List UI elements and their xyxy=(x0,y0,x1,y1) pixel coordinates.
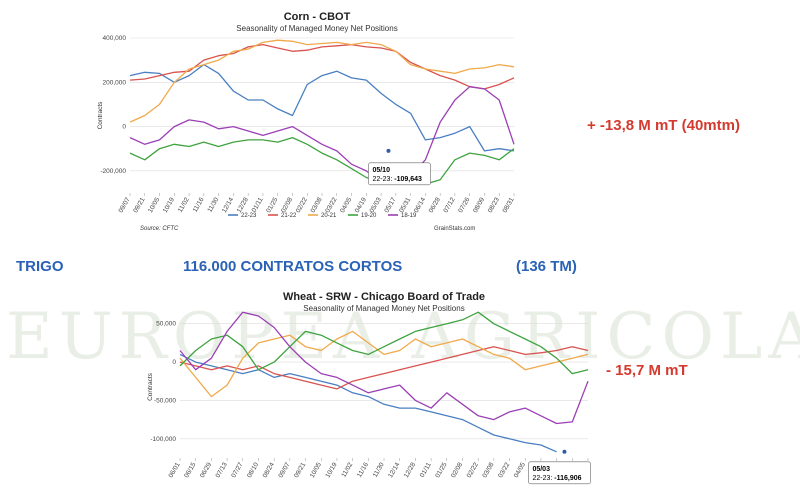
x-tick-label: 06/01 xyxy=(168,461,182,479)
y-tick-label: -100,000 xyxy=(150,436,176,443)
tonnage-label: (136 TM) xyxy=(516,258,577,275)
chart-title: Corn - CBOT xyxy=(284,11,351,23)
x-tick-label: 02/22 xyxy=(295,196,309,214)
y-tick-label: -50,000 xyxy=(154,397,176,404)
legend-label: 18-19 xyxy=(401,213,417,219)
x-tick-label: 09/07 xyxy=(277,461,291,479)
series-line-18-19 xyxy=(129,86,515,185)
series-line-20-21 xyxy=(129,39,515,123)
x-tick-label: 07/13 xyxy=(215,461,229,479)
tooltip-box xyxy=(528,461,591,485)
chart-title: Wheat - SRW - Chicago Board of Trade xyxy=(283,291,485,303)
series-line-19-20 xyxy=(179,311,589,375)
y-axis-title: Contracts xyxy=(147,372,154,401)
legend-label: 21-22 xyxy=(281,213,297,219)
x-tick-label: 09/21 xyxy=(293,461,307,479)
y-tick-label: 50,000 xyxy=(156,321,176,328)
y-tick-label: 0 xyxy=(122,124,126,131)
x-tick-label: 04/05 xyxy=(339,196,353,214)
x-tick-label: 08/23 xyxy=(487,196,501,214)
x-tick-label: 10/19 xyxy=(324,461,338,479)
x-tick-label: 01/25 xyxy=(434,461,448,479)
x-tick-label: 11/16 xyxy=(356,461,370,479)
x-tick-label: 12/28 xyxy=(403,461,417,479)
y-tick-label: -200,000 xyxy=(100,168,126,175)
x-tick-label: 03/22 xyxy=(497,461,511,479)
tooltip-marker xyxy=(385,148,392,154)
chart-credit: GrainStats.com xyxy=(434,226,475,232)
x-tick-label: 12/28 xyxy=(236,196,250,214)
x-tick-label: 10/05 xyxy=(147,196,161,214)
x-tick-label: 09/21 xyxy=(132,196,146,214)
x-tick-label: 05/31 xyxy=(398,196,412,214)
x-tick-label: 03/08 xyxy=(310,196,324,214)
wheat-chart: Wheat - SRW - Chicago Board of TradeSeas… xyxy=(147,291,591,485)
x-tick-label: 02/08 xyxy=(280,196,294,214)
tooltip-marker xyxy=(561,448,568,455)
x-tick-label: 10/19 xyxy=(162,196,176,214)
legend-label: 20-21 xyxy=(321,213,337,219)
x-tick-label: 06/14 xyxy=(413,196,427,214)
x-tick-label: 09/07 xyxy=(118,196,132,214)
x-tick-label: 11/30 xyxy=(206,196,220,214)
x-tick-label: 01/11 xyxy=(251,196,265,214)
x-tick-label: 12/14 xyxy=(387,461,401,479)
series-line-22-23 xyxy=(129,63,515,152)
x-tick-label: 11/02 xyxy=(340,461,354,479)
x-tick-label: 10/05 xyxy=(309,461,323,479)
x-tick-label: 06/28 xyxy=(428,196,442,214)
x-tick-label: 05/03 xyxy=(369,196,383,214)
x-tick-label: 08/10 xyxy=(246,461,260,479)
wheat-change-note: - 15,7 M mT xyxy=(606,362,688,379)
x-tick-label: 11/16 xyxy=(192,196,206,214)
tooltip-value: 22-23: -116,906 xyxy=(532,475,581,482)
y-tick-label: 400,000 xyxy=(103,35,127,42)
x-tick-label: 04/19 xyxy=(354,196,368,214)
corn-change-note: + -13,8 M mT (40mtm) xyxy=(587,117,740,134)
y-axis-title: Contracts xyxy=(97,101,104,130)
tooltip-value: 22-23: -109,643 xyxy=(372,176,422,183)
chart-subtitle: Seasonality of Managed Money Net Positio… xyxy=(236,24,397,33)
series-line-21-22 xyxy=(179,346,589,390)
x-tick-label: 01/11 xyxy=(419,461,433,479)
legend-label: 19-20 xyxy=(361,213,377,219)
series-line-22-23 xyxy=(179,353,557,453)
x-tick-label: 08/24 xyxy=(262,461,276,479)
x-tick-label: 02/22 xyxy=(466,461,480,479)
x-tick-label: 04/05 xyxy=(513,461,527,479)
x-tick-label: 11/30 xyxy=(372,461,386,479)
y-tick-label: 200,000 xyxy=(103,79,127,86)
x-tick-label: 06/15 xyxy=(183,461,197,479)
x-tick-label: 07/27 xyxy=(230,461,244,479)
series-line-19-20 xyxy=(129,136,515,185)
legend-label: 22-23 xyxy=(241,213,257,219)
y-tick-label: 0 xyxy=(172,359,176,366)
x-tick-label: 05/17 xyxy=(383,196,397,214)
x-tick-label: 03/22 xyxy=(324,196,338,214)
chart-source: Source: CFTC xyxy=(140,226,179,232)
x-tick-label: 12/14 xyxy=(221,196,235,214)
x-tick-label: 02/08 xyxy=(450,461,464,479)
series-line-20-21 xyxy=(179,330,589,398)
tooltip-date: 05/03 xyxy=(532,466,550,473)
x-tick-label: 03/08 xyxy=(481,461,495,479)
x-tick-label: 08/09 xyxy=(472,196,486,214)
tooltip-box xyxy=(368,162,431,186)
chart-subtitle: Seasonality of Managed Money Net Positio… xyxy=(303,304,464,313)
x-tick-label: 06/29 xyxy=(199,461,213,479)
contracts-short-label: 116.000 CONTRATOS CORTOS xyxy=(183,258,403,275)
x-tick-label: 07/26 xyxy=(457,196,471,214)
series-line-18-19 xyxy=(179,311,589,425)
x-tick-label: 11/02 xyxy=(177,196,191,214)
trigo-label: TRIGO xyxy=(16,258,64,275)
x-tick-label: 07/12 xyxy=(442,196,456,214)
x-tick-label: 01/25 xyxy=(265,196,279,214)
x-tick-label: 08/31 xyxy=(502,196,516,214)
tooltip-date: 05/10 xyxy=(372,167,390,174)
